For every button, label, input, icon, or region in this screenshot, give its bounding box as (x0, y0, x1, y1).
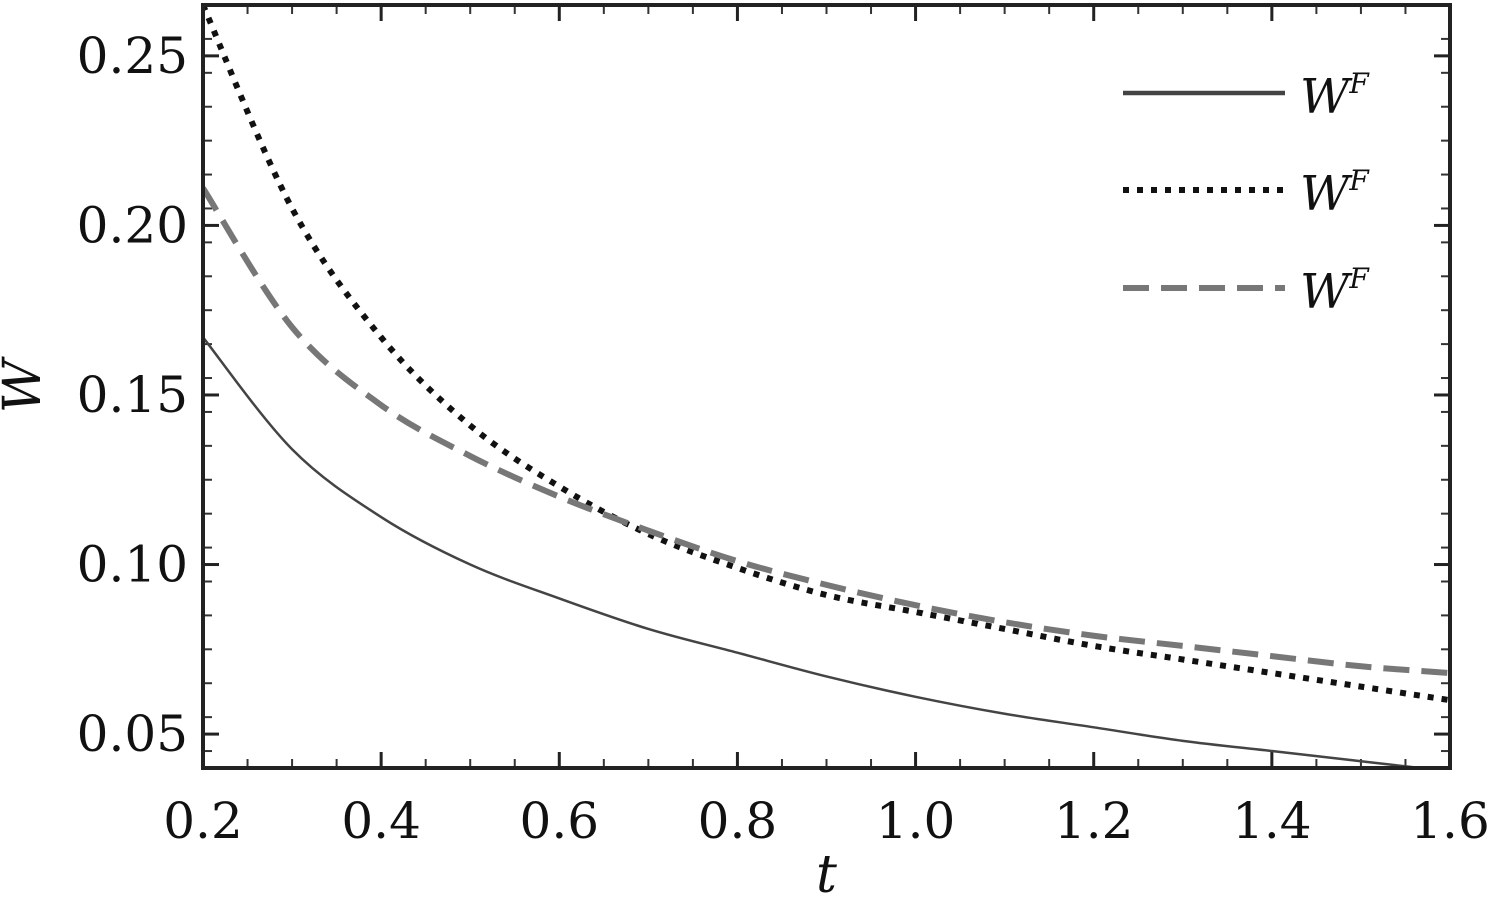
legend-label: WF (1300, 164, 1370, 222)
x-tick-label: 0.6 (520, 792, 600, 850)
legend-label-superscript: F (1348, 164, 1370, 197)
x-tick-labels: 0.2 0.4 0.6 0.8 1.0 1.2 1.4 1.6 (163, 792, 1490, 850)
x-tick-label: 1.4 (1232, 792, 1312, 850)
x-tick-label: 1.6 (1410, 792, 1490, 850)
major-ticks (201, 5, 1452, 768)
x-tick-label: 1.2 (1054, 792, 1134, 850)
legend-label-base: W (1300, 264, 1353, 320)
series-line-dashed (203, 186, 1450, 677)
legend-label-base: W (1300, 166, 1353, 222)
plot-frame (201, 3, 1452, 770)
legend-label-superscript: F (1348, 262, 1370, 295)
legend-label-superscript: F (1348, 67, 1370, 100)
x-tick-label: 0.2 (163, 792, 243, 850)
y-tick-label: 0.25 (77, 27, 188, 85)
y-tick-label: 0.05 (77, 705, 188, 763)
series-line-solid (203, 336, 1432, 768)
y-tick-labels: 0.05 0.10 0.15 0.20 0.25 (77, 27, 188, 763)
legend-label: WF (1300, 262, 1370, 320)
y-tick-label: 0.20 (77, 196, 188, 254)
legend-label: WF (1300, 67, 1370, 125)
x-axis-label: t (816, 845, 837, 897)
minor-ticks (203, 5, 1450, 768)
legend-label-base: W (1300, 69, 1353, 125)
series-line-dotted (203, 5, 1450, 704)
x-tick-label: 1.0 (876, 792, 956, 850)
x-tick-label: 0.4 (341, 792, 421, 850)
y-axis-label: W (0, 356, 53, 413)
y-tick-label: 0.15 (77, 366, 188, 424)
series-group (203, 5, 1450, 768)
y-tick-label: 0.10 (77, 536, 188, 594)
x-tick-label: 0.8 (698, 792, 778, 850)
